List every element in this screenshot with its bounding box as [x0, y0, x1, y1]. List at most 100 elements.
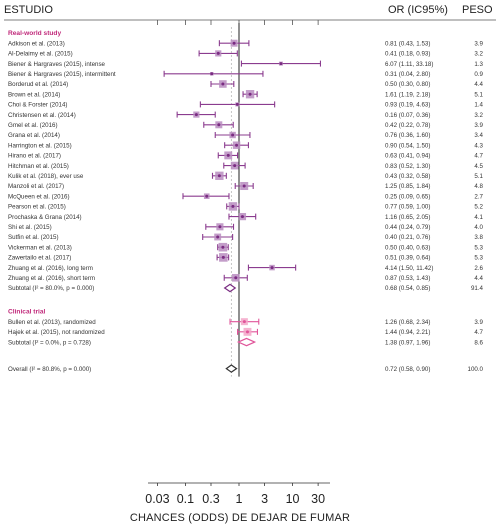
study-label: Harrington et al. (2015)	[8, 142, 72, 149]
study-or-ci: 0.51 (0.39, 0.64)	[385, 255, 430, 262]
study-label: Bullen et al. (2013), randomized	[8, 319, 96, 326]
study-label: Zawertailo et al. (2017)	[8, 255, 71, 262]
plot-area: Real-world study Adkison et al. (2013) 0.8…	[4, 19, 496, 377]
point-estimate	[210, 72, 214, 76]
study-label: Hirano et al. (2017)	[8, 153, 61, 160]
study-or-ci: 0.42 (0.22, 0.78)	[385, 122, 430, 129]
study-or-ci: 1.61 (1.19, 2.18)	[385, 91, 430, 98]
study-label: Prochaska & Grana (2014)	[8, 214, 82, 221]
study-or-ci: 0.50 (0.30, 0.80)	[385, 81, 430, 88]
subtotal-weight: 91.4	[471, 285, 484, 292]
point-estimate	[248, 92, 252, 96]
study-weight: 3.9	[474, 319, 483, 326]
study-label: Zhuang et al. (2016), short term	[8, 275, 95, 282]
point-estimate	[235, 143, 239, 147]
point-estimate	[231, 133, 235, 137]
point-estimate	[216, 51, 220, 55]
study-weight: 5.1	[474, 91, 483, 98]
study-or-ci: 0.87 (0.53, 1.43)	[385, 275, 430, 282]
study-label: Pearson et al. (2015)	[8, 204, 66, 211]
subtotal-label: Subtotal (I² = 80.0%, p = 0.000)	[8, 285, 94, 292]
header-weight: PESO	[462, 4, 493, 16]
study-label: Vickerman et al. (2013)	[8, 244, 72, 251]
study-weight: 3.9	[474, 40, 483, 47]
point-estimate	[205, 194, 209, 198]
study-label: Christensen et al. (2014)	[8, 112, 76, 119]
overall-diamond	[225, 364, 238, 373]
study-weight: 4.1	[474, 214, 483, 221]
study-weight: 1.4	[474, 102, 483, 109]
x-axis: 0.03 0.1 0.3 1 3 10 30	[145, 482, 330, 506]
study-label: Borderud et al. (2014)	[8, 81, 68, 88]
point-estimate	[279, 62, 283, 66]
study-or-ci: 1.26 (0.68, 2.34)	[385, 319, 430, 326]
point-estimate	[221, 245, 225, 249]
study-label: McQueen et al. (2016)	[8, 193, 70, 200]
study-weight: 4.5	[474, 163, 483, 170]
study-weight: 5.2	[474, 204, 483, 211]
header-or-ci: OR (IC95%)	[388, 4, 448, 16]
x-axis-label: CHANCES (ODDS) DE DEJAR DE FUMAR	[130, 512, 350, 524]
study-or-ci: 0.44 (0.24, 0.79)	[385, 224, 430, 231]
study-weight: 3.2	[474, 112, 483, 119]
study-or-ci: 0.43 (0.32, 0.58)	[385, 173, 430, 180]
point-estimate	[240, 215, 244, 219]
study-weight: 3.4	[474, 132, 483, 139]
study-weight: 4.7	[474, 153, 483, 160]
study-label: Hitchman et al. (2015)	[8, 163, 69, 170]
section-title: Real-world study	[8, 30, 61, 37]
study-label: Biener & Hargraves (2015), intermittent	[8, 71, 116, 78]
study-or-ci: 0.50 (0.40, 0.63)	[385, 244, 430, 251]
study-or-ci: 0.90 (0.54, 1.50)	[385, 142, 430, 149]
study-weight: 4.4	[474, 81, 483, 88]
header-study: ESTUDIO	[4, 4, 53, 16]
overall-weight: 100.0	[468, 366, 484, 373]
study-or-ci: 1.25 (0.85, 1.84)	[385, 183, 430, 190]
overall-label: Overall (I² = 80.8%, p = 0.000)	[8, 366, 91, 373]
study-label: Gmel et al. (2016)	[8, 122, 58, 129]
point-estimate	[217, 123, 221, 127]
subtotal-diamond	[223, 283, 237, 293]
study-label: Manzoli et al. (2017)	[8, 183, 64, 190]
study-weight: 3.9	[474, 122, 483, 129]
point-estimate	[232, 41, 236, 45]
study-or-ci: 0.63 (0.41, 0.94)	[385, 153, 430, 160]
study-or-ci: 0.76 (0.36, 1.60)	[385, 132, 430, 139]
study-label: Al-Delaimy et al. (2015)	[8, 51, 73, 58]
study-weight: 4.3	[474, 142, 483, 149]
study-or-ci: 0.77 (0.59, 1.00)	[385, 204, 430, 211]
point-estimate	[194, 113, 198, 117]
subtotal-label: Subtotal (I² = 0.0%, p = 0.728)	[8, 339, 91, 346]
point-estimate	[235, 102, 239, 106]
point-estimate	[221, 82, 225, 86]
subtotal-or-ci: 1.38 (0.97, 1.96)	[385, 339, 430, 346]
point-estimate	[242, 184, 246, 188]
study-weight: 0.9	[474, 71, 483, 78]
point-estimate	[231, 204, 235, 208]
point-estimate	[270, 266, 274, 270]
tick-label: 0.3	[202, 492, 219, 506]
point-estimate	[245, 330, 249, 334]
subtotal-weight: 8.6	[474, 339, 483, 346]
study-weight: 4.0	[474, 224, 483, 231]
study-or-ci: 0.41 (0.18, 0.93)	[385, 51, 430, 58]
study-weight: 4.7	[474, 329, 483, 336]
tick-label: 3	[261, 492, 268, 506]
tick-label: 1	[236, 492, 243, 506]
point-estimate	[234, 276, 238, 280]
study-or-ci: 0.31 (0.04, 2.80)	[385, 71, 430, 78]
study-label: Sutfin et al. (2015)	[8, 234, 59, 241]
point-estimate	[221, 255, 225, 259]
study-weight: 2.6	[474, 265, 483, 272]
study-or-ci: 1.16 (0.65, 2.05)	[385, 214, 430, 221]
study-or-ci: 6.07 (1.11, 33.18)	[385, 61, 433, 68]
study-label: Kulik et al. (2018), ever use	[8, 173, 84, 180]
study-or-ci: 0.93 (0.19, 4.63)	[385, 102, 430, 109]
study-label: Shi et al. (2015)	[8, 224, 52, 231]
study-label: Hajek et al. (2015), not randomized	[8, 329, 105, 336]
study-label: Brown et al. (2014)	[8, 91, 60, 98]
tick-label: 30	[311, 492, 325, 506]
subtotal-diamond	[236, 337, 257, 347]
point-estimate	[242, 320, 246, 324]
